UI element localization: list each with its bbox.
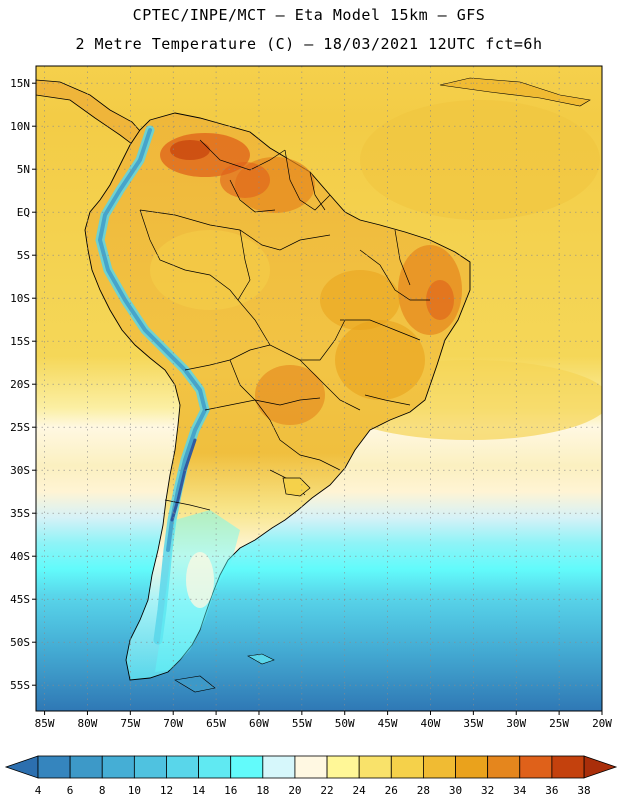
colorbar-level-label: 4 (35, 784, 42, 797)
lat-tick-label: 25S (10, 421, 30, 434)
temperature-colorbar: 4 6 8 10 12 14 16 18 20 22 24 26 28 30 32 34 36 38 (4, 755, 618, 797)
lat-tick-label: 55S (10, 679, 30, 692)
lon-tick-label: 85W (35, 717, 55, 730)
lat-tick-label: 40S (10, 550, 30, 563)
lat-tick-label: 5S (17, 249, 30, 262)
lon-tick-label: 75W (120, 717, 140, 730)
longitude-axis: 85W 80W 75W 70W 65W 60W 55W 50W 45W 40W 35W 30W 25W 2… (35, 711, 612, 730)
colorbar-level-label: 14 (192, 784, 206, 797)
lat-tick-label: 35S (10, 507, 30, 520)
colorbar-swatch (69, 755, 103, 779)
colorbar-level-label: 18 (256, 784, 269, 797)
lon-tick-label: 20W (592, 717, 612, 730)
colorbar-low-arrow (4, 755, 39, 779)
lat-tick-label: 5N (17, 163, 30, 176)
latitude-axis: 15N 10N 5N EQ 5S 10S 15S 20S 25S 30S 35S 40S 45S 50S 5… (10, 77, 36, 692)
colorbar-swatch (358, 755, 392, 779)
lon-tick-label: 65W (206, 717, 226, 730)
country-borders (139, 139, 430, 511)
colorbar-level-label: 28 (417, 784, 430, 797)
colorbar-swatch (101, 755, 135, 779)
map-title-line-1: CPTEC/INPE/MCT – Eta Model 15km – GFS (132, 6, 486, 24)
colorbar-level-label: 32 (481, 784, 494, 797)
colorbar-level-label: 8 (99, 784, 106, 797)
colorbar-level-label: 10 (128, 784, 141, 797)
colorbar-swatch (326, 755, 360, 779)
colorbar-swatch (423, 755, 456, 779)
patagonia-mild-spot (186, 552, 214, 608)
colorbar-level-label: 26 (385, 784, 398, 797)
lat-tick-label: 50S (10, 636, 30, 649)
colorbar-level-label: 38 (577, 784, 590, 797)
hot-temperature-patches (150, 133, 462, 425)
colorbar-swatch (262, 755, 296, 779)
lat-tick-label: 15N (10, 77, 30, 90)
lat-lon-grid (36, 66, 602, 711)
lon-tick-label: 40W (421, 717, 441, 730)
colorbar-level-label: 24 (353, 784, 367, 797)
map-plot-area (36, 66, 602, 711)
caribbean-islands (439, 77, 591, 107)
lon-tick-label: 25W (549, 717, 569, 730)
lon-tick-label: 80W (78, 717, 98, 730)
colorbar-level-label: 12 (160, 784, 173, 797)
lon-tick-label: 35W (463, 717, 483, 730)
colorbar-swatch (230, 755, 264, 779)
colorbar-swatch (519, 755, 553, 779)
colorbar-high-arrow (583, 755, 618, 779)
colorbar-swatch (37, 755, 71, 779)
lat-tick-label: 15S (10, 335, 30, 348)
southern-islands (174, 653, 275, 693)
lat-tick-label: 10N (10, 120, 30, 133)
colorbar-level-label: 16 (224, 784, 237, 797)
lat-tick-label: 45S (10, 593, 30, 606)
andes-peak-cold (170, 438, 197, 522)
lon-tick-label: 30W (506, 717, 526, 730)
warm-ocean-patch (360, 100, 600, 220)
uruguay-lagoon (282, 477, 311, 497)
colorbar-swatch (390, 755, 424, 779)
lon-tick-label: 55W (292, 717, 312, 730)
lon-tick-label: 45W (378, 717, 398, 730)
colorbar-swatch (551, 755, 585, 779)
lon-tick-label: 60W (249, 717, 269, 730)
colorbar-level-label: 22 (320, 784, 333, 797)
map-title-line-2: 2 Metre Temperature (C) – 18/03/2021 12U… (75, 35, 543, 53)
colorbar-level-label: 36 (545, 784, 558, 797)
lon-tick-label: 70W (163, 717, 183, 730)
colorbar-level-label: 34 (513, 784, 527, 797)
lon-tick-label: 50W (335, 717, 355, 730)
colorbar-swatch (166, 755, 199, 779)
colorbar-level-label: 6 (67, 784, 74, 797)
map-frame (35, 65, 603, 712)
lat-tick-label: EQ (17, 206, 30, 219)
colorbar-level-label: 30 (449, 784, 462, 797)
colorbar-swatch (198, 755, 232, 779)
lat-tick-label: 20S (10, 378, 30, 391)
lat-tick-label: 30S (10, 464, 30, 477)
lat-tick-label: 10S (10, 292, 30, 305)
colorbar-swatch (133, 755, 167, 779)
colorbar-swatch (487, 755, 521, 779)
colorbar-swatch (455, 755, 489, 779)
colorbar-swatch (294, 755, 328, 779)
colorbar-level-label: 20 (288, 784, 301, 797)
andes-coldest-ridge (97, 128, 208, 552)
